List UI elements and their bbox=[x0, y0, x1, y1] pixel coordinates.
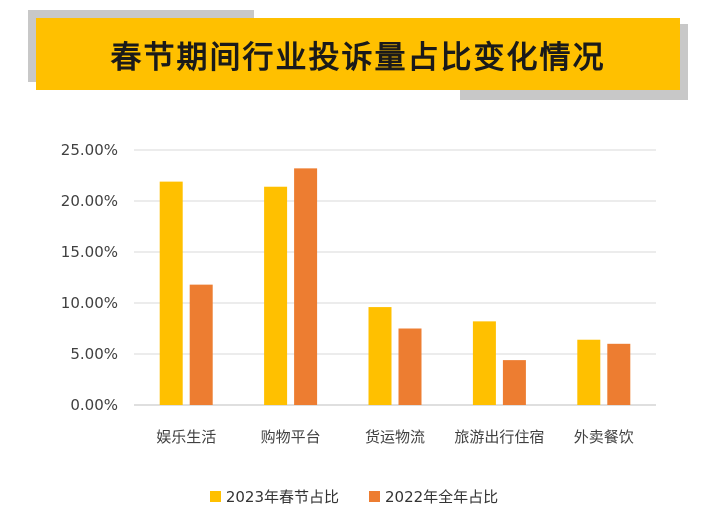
chart-title: 春节期间行业投诉量占比变化情况 bbox=[110, 39, 606, 76]
y-tick-label: 5.00% bbox=[70, 345, 118, 363]
x-tick-label: 旅游出行住宿 bbox=[454, 428, 544, 446]
bar-2022 bbox=[294, 168, 318, 405]
bar-2023 bbox=[264, 186, 288, 405]
y-tick-label: 25.00% bbox=[61, 141, 118, 159]
y-tick-label: 0.00% bbox=[70, 396, 118, 414]
x-tick-label: 购物平台 bbox=[261, 428, 321, 446]
bar-chart: 0.00% 5.00% 10.00% 15.00% 20.00% 25.00% 娱乐生活 购物… bbox=[61, 141, 656, 446]
legend-swatch-2022 bbox=[369, 491, 380, 502]
title-banner: 春节期间行业投诉量占比变化情况 bbox=[36, 18, 680, 90]
legend: 2023年春节占比 2022年全年占比 bbox=[0, 486, 708, 507]
bar-2022 bbox=[189, 284, 213, 405]
legend-label-2022: 2022年全年占比 bbox=[385, 488, 499, 506]
bar-2023 bbox=[368, 307, 392, 405]
bar-2023 bbox=[159, 181, 183, 405]
bar-2022 bbox=[502, 360, 526, 405]
legend-item-2022: 2022年全年占比 bbox=[369, 486, 498, 507]
x-tick-label: 外卖餐饮 bbox=[574, 428, 634, 446]
bar-2023 bbox=[577, 339, 601, 405]
y-tick-label: 15.00% bbox=[61, 243, 118, 261]
bar-2022 bbox=[398, 328, 422, 405]
legend-swatch-2023 bbox=[209, 491, 221, 502]
x-tick-label: 娱乐生活 bbox=[156, 428, 216, 446]
legend-label-2023: 2023年春节占比 bbox=[225, 488, 339, 506]
x-tick-label: 货运物流 bbox=[365, 428, 425, 446]
legend-item-2023: 2023年春节占比 bbox=[209, 486, 339, 507]
bar-2022 bbox=[607, 343, 631, 405]
y-tick-label: 10.00% bbox=[61, 294, 118, 312]
y-tick-label: 20.00% bbox=[61, 192, 118, 210]
bar-2023 bbox=[472, 321, 496, 405]
